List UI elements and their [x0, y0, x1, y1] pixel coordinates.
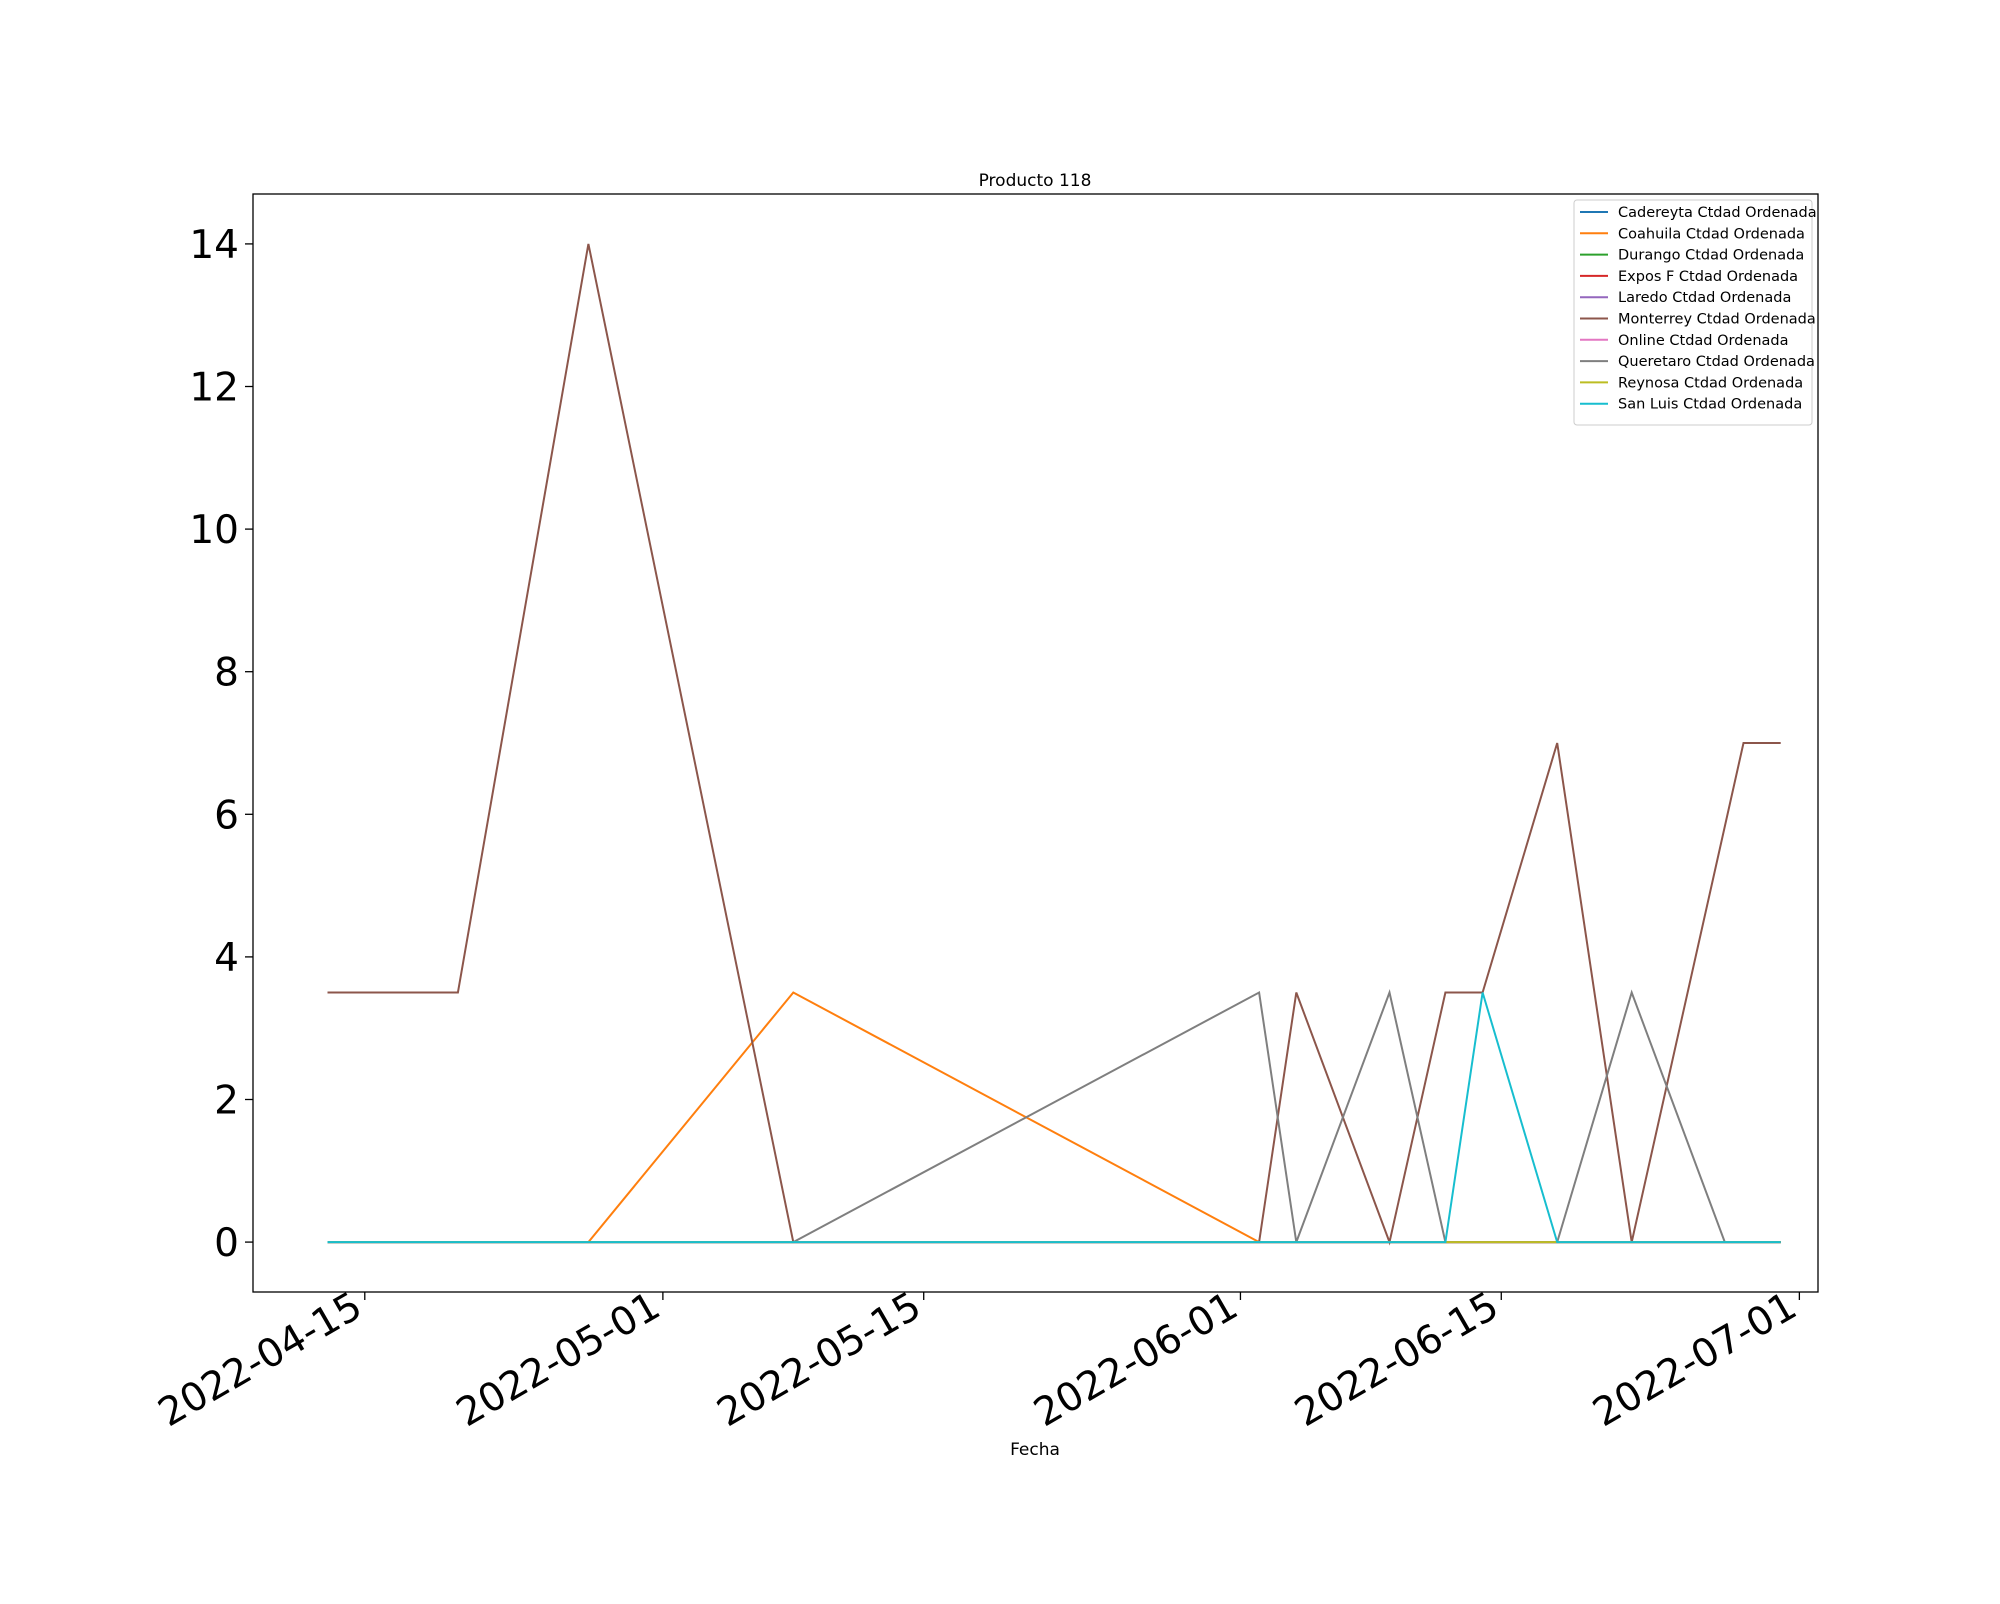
series-line-9 [327, 992, 1781, 1244]
y-tick-label: 2 [214, 1078, 239, 1123]
legend-label-4: Laredo Ctdad Ordenada [1618, 290, 1791, 306]
legend-label-5: Monterrey Ctdad Ordenada [1618, 312, 1816, 328]
chart-title: Producto 118 [979, 171, 1092, 191]
legend-label-1: Coahuila Ctdad Ordenada [1618, 226, 1805, 242]
y-tick-label: 14 [189, 223, 239, 268]
y-tick-label: 0 [214, 1221, 239, 1266]
y-tick-label: 4 [214, 936, 239, 981]
plot-lines [327, 243, 1781, 1246]
legend-label-6: Online Ctdad Ordenada [1618, 333, 1789, 349]
legend-label-3: Expos F Ctdad Ordenada [1618, 269, 1798, 285]
legend: Cadereyta Ctdad Ordenada Coahuila Ctdad O… [1573, 199, 1817, 426]
legend-frame [1573, 199, 1813, 426]
legend-label-2: Durango Ctdad Ordenada [1618, 248, 1804, 264]
legend-label-8: Reynosa Ctdad Ordenada [1618, 375, 1803, 391]
y-tick-label: 8 [214, 651, 239, 696]
legend-label-7: Queretaro Ctdad Ordenada [1618, 354, 1815, 370]
legend-label-0: Cadereyta Ctdad Ordenada [1618, 205, 1817, 221]
y-tick-label: 10 [189, 508, 239, 553]
plot-area-frame [252, 193, 1819, 1293]
y-tick-label: 6 [214, 793, 239, 838]
y-axis: 0 2 4 6 8 10 12 14 [189, 223, 253, 1266]
y-tick-label: 12 [189, 366, 239, 411]
legend-label-9: San Luis Ctdad Ordenada [1618, 397, 1802, 413]
series-line-7 [327, 988, 1781, 1244]
x-axis-label: Fecha [1010, 1440, 1060, 1460]
